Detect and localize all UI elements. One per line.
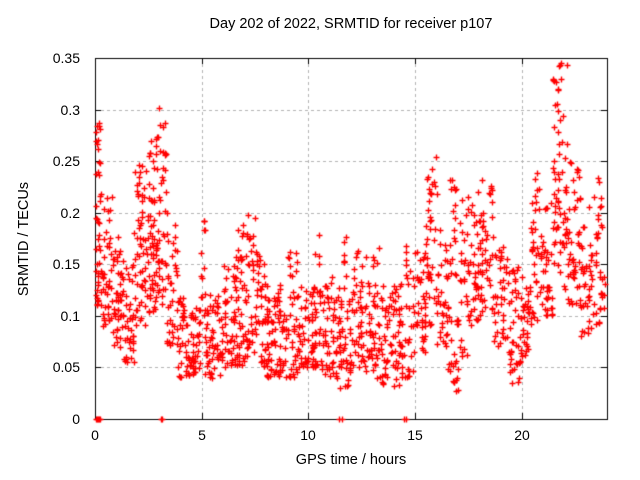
y-tick-label: 0.15 [52, 256, 80, 272]
x-axis-label: GPS time / hours [295, 452, 407, 468]
x-tick-label: 20 [514, 427, 530, 443]
x-tick-label: 10 [300, 427, 316, 443]
y-tick-label: 0.25 [52, 153, 80, 169]
x-tick-label: 0 [91, 427, 99, 443]
x-tick-label: 15 [407, 427, 423, 443]
y-tick-label: 0 [72, 411, 80, 427]
y-tick-label: 0.35 [52, 50, 80, 66]
chart-title: Day 202 of 2022, SRMTID for receiver p10… [209, 16, 493, 32]
y-tick-label: 0.3 [60, 102, 80, 118]
y-tick-label: 0.2 [60, 205, 80, 221]
y-tick-label: 0.05 [52, 359, 80, 375]
y-tick-label: 0.1 [60, 308, 80, 324]
x-tick-label: 5 [198, 427, 206, 443]
